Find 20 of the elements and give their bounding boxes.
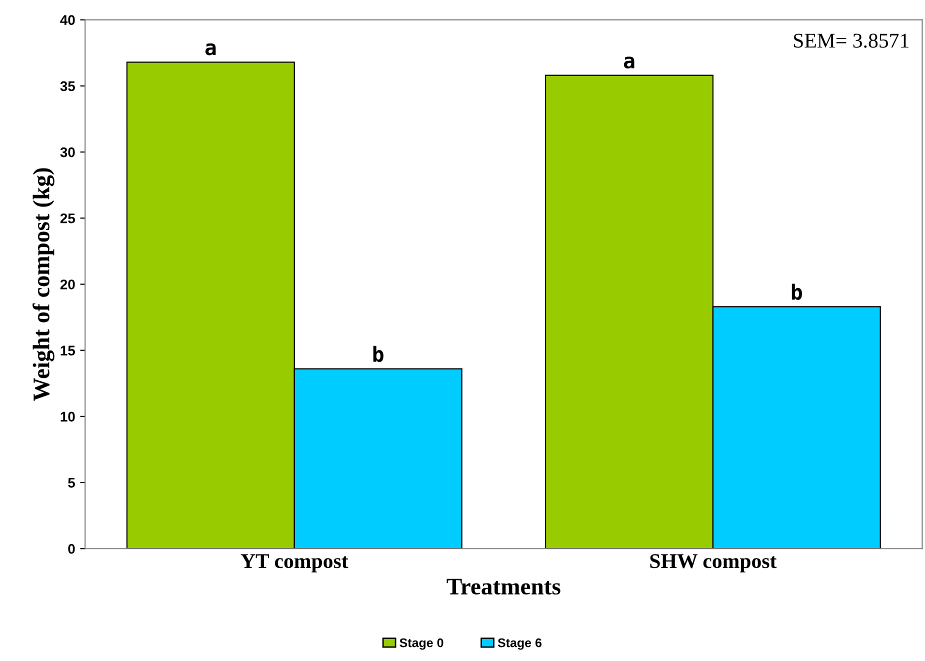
y-tick-label: 35 xyxy=(60,81,75,92)
legend-label: Stage 6 xyxy=(498,638,542,650)
y-tick-label: 10 xyxy=(60,412,75,422)
y-tick-label: 25 xyxy=(60,213,75,224)
y-tick-label: 15 xyxy=(60,346,75,356)
legend-label: Stage 0 xyxy=(400,638,444,650)
annotation: a xyxy=(624,56,634,69)
y-tick-label: 5 xyxy=(68,478,75,488)
annotation: b xyxy=(792,284,802,300)
x-tick-label: YT compost xyxy=(240,554,348,572)
y-axis-title: Weight of compost (kg) xyxy=(32,168,54,401)
y-tick-label: 30 xyxy=(60,147,75,158)
annotation: a xyxy=(205,43,216,56)
annotation: b xyxy=(373,346,384,362)
annotation: SEM= 3.8571 xyxy=(794,34,908,48)
y-tick-label: 0 xyxy=(68,544,75,554)
y-tick-label: 40 xyxy=(60,15,75,25)
x-tick-label: SHW compost xyxy=(650,554,777,572)
x-axis-title: Treatments xyxy=(446,578,560,595)
y-tick-label: 20 xyxy=(60,280,75,290)
